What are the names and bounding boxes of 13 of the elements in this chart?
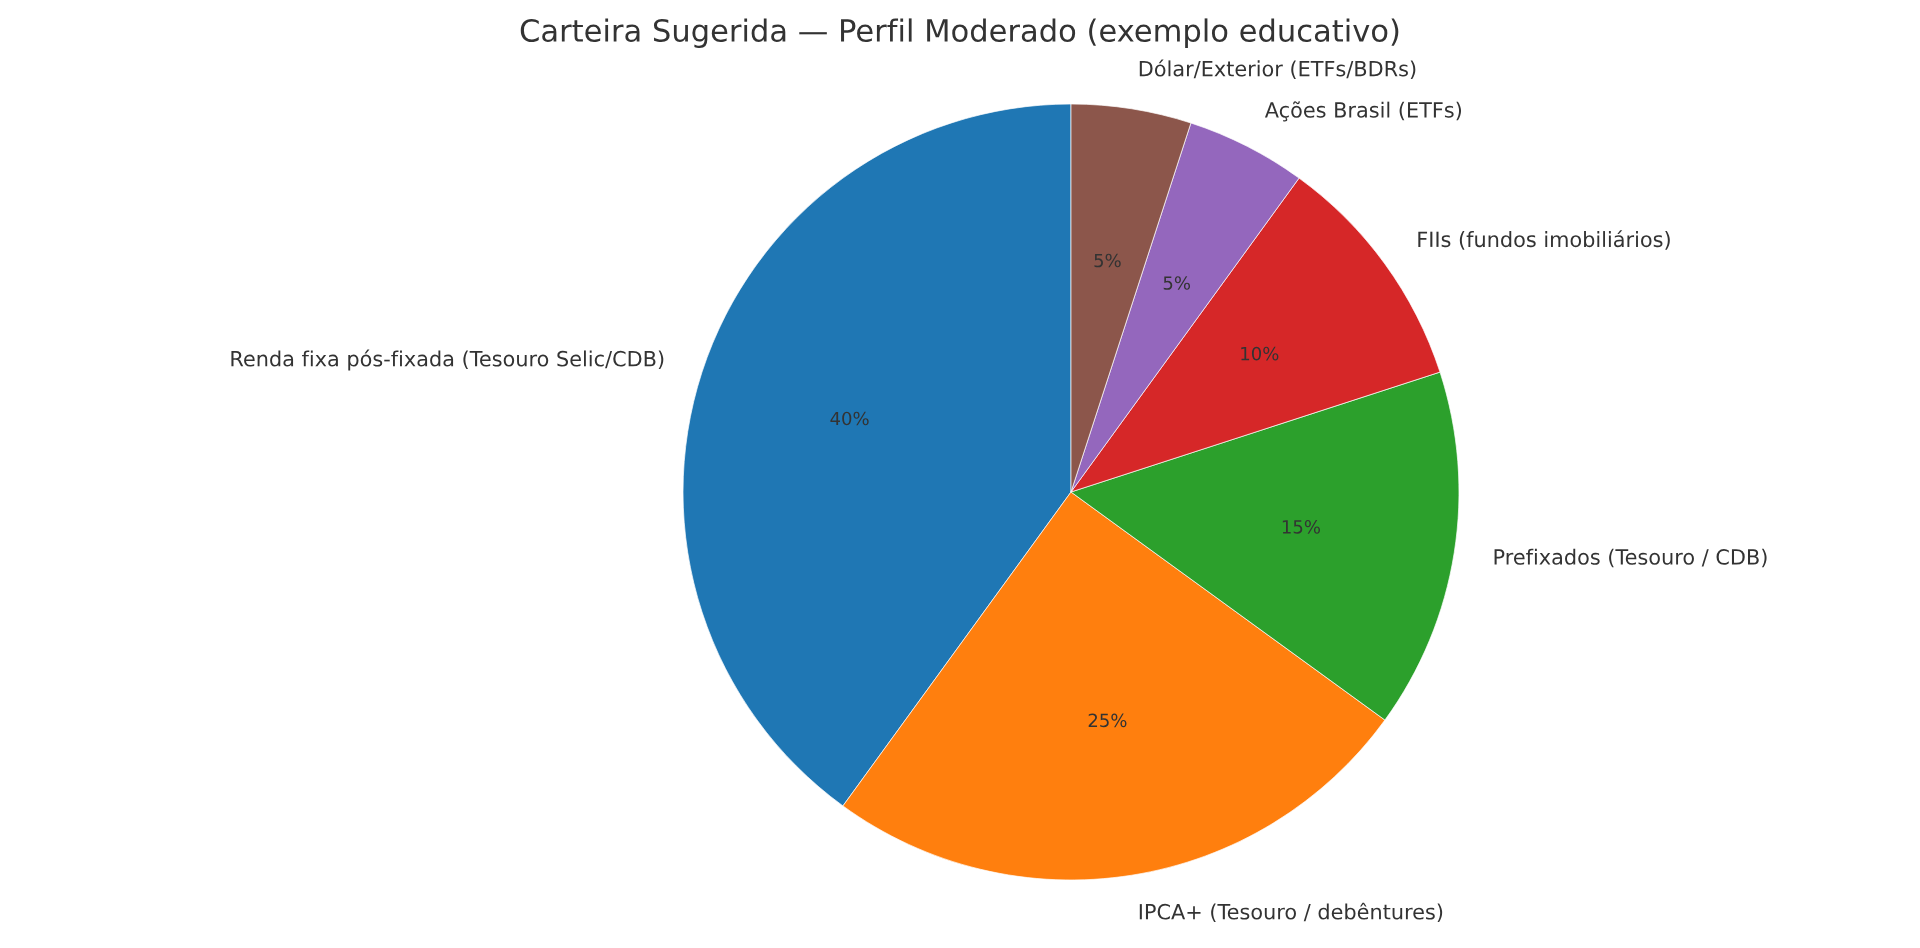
data-label: 25% xyxy=(1088,713,1127,728)
data-label: 40% xyxy=(830,411,869,426)
slice-label: Prefixados (Tesouro / CDB) xyxy=(1494,548,1767,568)
data-label: 15% xyxy=(1282,520,1320,534)
data-label: 10% xyxy=(1241,346,1279,361)
slice-label: Renda fixa pós-fixada (Tesouro Selic/CDB) xyxy=(231,349,664,371)
slice-label: IPCA+ (Tesouro / debêntures) xyxy=(1139,902,1443,923)
chart-title: Carteira Sugerida — Perfil Moderado (exemplo educativo) xyxy=(520,18,1399,48)
slice-label: FIIs (fundos imobiliários) xyxy=(1418,230,1670,250)
data-label: 5% xyxy=(1094,253,1121,268)
slice-label: Ações Brasil (ETFs) xyxy=(1264,101,1462,122)
slice-label: Dólar/Exterior (ETFs/BDRs) xyxy=(1139,59,1416,79)
data-label: 5% xyxy=(1163,276,1191,290)
